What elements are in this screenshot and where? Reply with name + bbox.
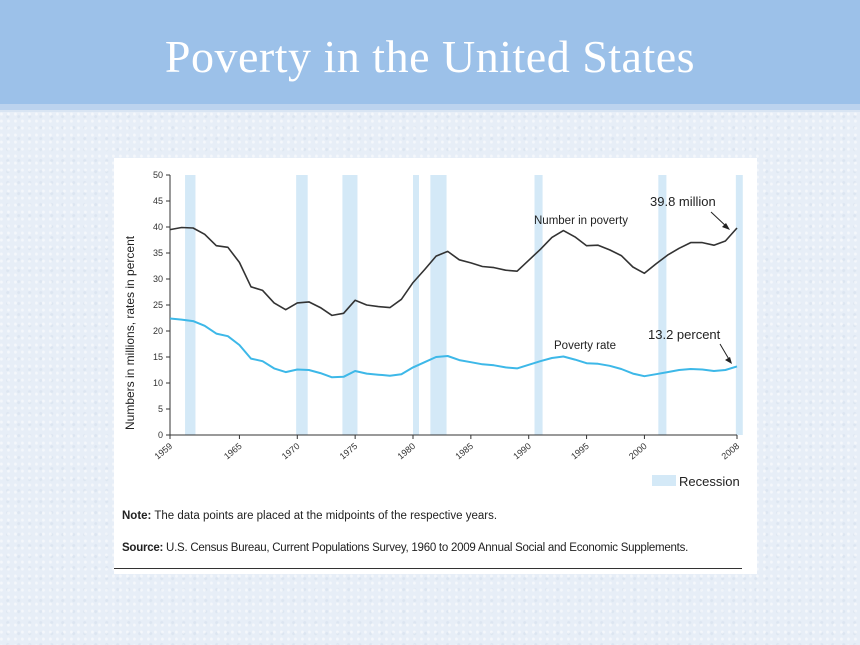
x-tick-label: 2008 xyxy=(720,441,742,462)
recession-legend-label: Recession xyxy=(679,474,740,489)
x-tick-label: 1985 xyxy=(453,441,475,462)
slide-title: Poverty in the United States xyxy=(164,31,696,82)
y-tick-label: 0 xyxy=(158,430,163,440)
end-number-arrowhead xyxy=(722,223,730,230)
chart-card: 0 5 10 15 20 25 30 35 40 45 50 1959 1965 1970 1975 1980… xyxy=(114,158,757,574)
x-tick-label: 1990 xyxy=(511,441,533,462)
y-tick-label: 10 xyxy=(153,378,163,388)
title-banner: Poverty in the United States xyxy=(0,0,860,110)
recession-band xyxy=(413,175,419,435)
x-tick-label: 1959 xyxy=(153,441,175,462)
source-prefix: Source: xyxy=(122,542,164,554)
y-tick-label: 45 xyxy=(153,196,163,206)
number-in-poverty-label: Number in poverty xyxy=(534,215,628,227)
recession-band xyxy=(296,175,308,435)
end-rate-label: 13.2 percent xyxy=(648,327,721,342)
y-tick-label: 15 xyxy=(153,352,163,362)
recession-band xyxy=(658,175,667,435)
chart-source: Source: U.S. Census Bureau, Current Popu… xyxy=(122,542,688,554)
y-tick-label: 5 xyxy=(158,404,163,414)
series-lines xyxy=(169,226,738,379)
poverty-rate-line xyxy=(169,317,738,379)
y-tick-label: 35 xyxy=(153,248,163,258)
chart-note: Note: The data points are placed at the … xyxy=(122,510,497,522)
end-number-label: 39.8 million xyxy=(650,194,716,209)
x-tick-label: 1975 xyxy=(338,441,360,462)
end-rate-arrowhead xyxy=(725,357,732,364)
x-tick-label: 2000 xyxy=(627,441,649,462)
note-text: The data points are placed at the midpoi… xyxy=(151,510,498,522)
x-tick-label: 1980 xyxy=(396,441,418,462)
x-tick-label: 1995 xyxy=(569,441,591,462)
recession-band xyxy=(534,175,543,435)
recession-band xyxy=(735,175,743,435)
x-tick-label: 1970 xyxy=(280,441,302,462)
y-axis-label: Numbers in millions, rates in percent xyxy=(123,235,137,430)
axes: 0 5 10 15 20 25 30 35 40 45 50 1959 1965 1970 1975 1980… xyxy=(153,170,742,461)
recession-band xyxy=(185,175,196,435)
x-tick-label: 1965 xyxy=(222,441,244,462)
y-tick-label: 25 xyxy=(153,300,163,310)
y-tick-label: 50 xyxy=(153,170,163,180)
y-tick-label: 40 xyxy=(153,222,163,232)
number-in-poverty-line xyxy=(169,226,738,317)
note-prefix: Note: xyxy=(122,510,152,522)
recession-legend-swatch xyxy=(652,475,676,486)
recession-band xyxy=(430,175,447,435)
source-text: U.S. Census Bureau, Current Populations … xyxy=(163,542,689,554)
y-tick-label: 30 xyxy=(153,274,163,284)
y-tick-label: 20 xyxy=(153,326,163,336)
poverty-chart: 0 5 10 15 20 25 30 35 40 45 50 1959 1965 1970 1975 1980… xyxy=(123,170,743,489)
recession-bands xyxy=(185,175,743,435)
poverty-rate-label: Poverty rate xyxy=(554,340,616,352)
bottom-rule xyxy=(114,568,742,569)
